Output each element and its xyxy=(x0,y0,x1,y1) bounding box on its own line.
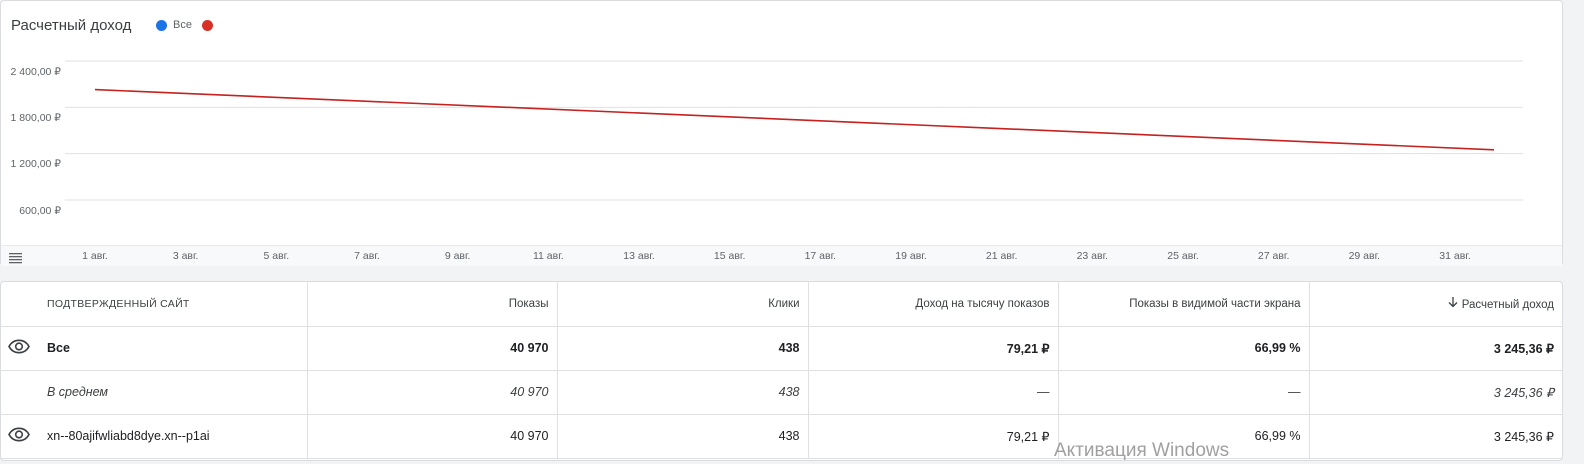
row-impressions: 40 970 xyxy=(307,414,558,459)
report-table-card: ПОДТВЕРЖДЕННЫЙ САЙТ Показы Клики Доход н… xyxy=(0,281,1563,461)
row-viewable: — xyxy=(1058,370,1310,415)
x-tick-label: 31 авг. xyxy=(1439,250,1471,262)
legend-item-all[interactable]: Все xyxy=(156,19,192,31)
x-tick-label: 27 авг. xyxy=(1257,250,1290,262)
x-tick-label: 9 авг. xyxy=(444,250,471,262)
x-tick-label: 17 авг. xyxy=(804,250,837,262)
row-site-label: Все xyxy=(47,341,70,355)
row-revenue: 3 245,36 ₽ xyxy=(1309,326,1562,371)
x-tick-label: 1 авг. xyxy=(82,250,108,262)
chart-card: Расчетный доход Все 2 400,00 ₽ 1 800,00 … xyxy=(0,0,1563,266)
eye-icon[interactable] xyxy=(8,427,30,445)
x-axis-band xyxy=(1,245,1562,266)
x-tick-label: 3 авг. xyxy=(172,250,199,262)
x-tick-label: 23 авг. xyxy=(1076,250,1109,262)
x-tick-label: 15 авг. xyxy=(713,250,746,262)
row-rpm: 79,21 ₽ xyxy=(808,326,1059,371)
header-site[interactable]: ПОДТВЕРЖДЕННЫЙ САЙТ xyxy=(1,282,308,327)
report-table: ПОДТВЕРЖДЕННЫЙ САЙТ Показы Клики Доход н… xyxy=(1,282,1562,459)
row-rpm: 79,21 ₽ xyxy=(808,414,1059,459)
series-line-0 xyxy=(94,88,1495,151)
row-revenue: 3 245,36 ₽ xyxy=(1309,370,1562,415)
row-impressions: 40 970 xyxy=(307,326,558,371)
chart-title: Расчетный доход xyxy=(11,17,132,34)
row-clicks: 438 xyxy=(557,326,809,371)
header-impressions[interactable]: Показы xyxy=(307,282,558,327)
header-revenue-label: Расчетный доход xyxy=(1461,298,1554,311)
windows-activation-watermark: Активация Windows xyxy=(1054,440,1230,461)
header-revenue[interactable]: Расчетный доход xyxy=(1309,282,1562,327)
menu-icon[interactable] xyxy=(9,252,23,264)
x-tick-label: 29 авг. xyxy=(1348,250,1381,262)
table-row: Все 40 970 438 79,21 ₽ 66,99 % 3 245,36 … xyxy=(1,326,1562,371)
y-tick-3: 600,00 ₽ xyxy=(19,205,61,217)
eye-icon[interactable] xyxy=(8,339,30,357)
row-rpm: — xyxy=(808,370,1059,415)
row-impressions: 40 970 xyxy=(307,370,558,415)
row-site: xn--80ajifwliabd8dye.xn--p1ai xyxy=(1,414,308,459)
line-chart xyxy=(65,60,1523,201)
table-header-row: ПОДТВЕРЖДЕННЫЙ САЙТ Показы Клики Доход н… xyxy=(1,282,1562,327)
row-site: Все xyxy=(1,326,308,371)
y-tick-0: 2 400,00 ₽ xyxy=(10,66,61,78)
row-site-label: В среднем xyxy=(1,370,308,415)
row-clicks: 438 xyxy=(557,370,809,415)
row-revenue: 3 245,36 ₽ xyxy=(1309,414,1562,459)
x-tick-label: 19 авг. xyxy=(895,250,927,262)
x-tick-label: 25 авг. xyxy=(1167,250,1199,262)
table-row-average: В среднем 40 970 438 — — 3 245,36 ₽ xyxy=(1,370,1562,415)
y-tick-2: 1 200,00 ₽ xyxy=(10,158,61,170)
legend-dot-red xyxy=(201,19,213,31)
x-tick-label: 11 авг. xyxy=(532,250,564,262)
header-rpm[interactable]: Доход на тысячу показов xyxy=(808,282,1059,327)
y-tick-1: 1 800,00 ₽ xyxy=(10,112,61,124)
header-clicks[interactable]: Клики xyxy=(557,282,809,327)
legend-label-all: Все xyxy=(173,19,192,31)
row-clicks: 438 xyxy=(557,414,809,459)
row-viewable: 66,99 % xyxy=(1058,414,1310,459)
header-viewable[interactable]: Показы в видимой части экрана xyxy=(1058,282,1310,327)
chart-legend: Все xyxy=(156,19,223,31)
legend-item-red[interactable] xyxy=(201,19,213,31)
x-tick-label: 7 авг. xyxy=(354,250,380,262)
x-tick-label: 13 авг. xyxy=(623,250,655,262)
legend-dot-blue xyxy=(156,19,167,31)
x-tick-label: 21 авг. xyxy=(985,250,1018,262)
row-site-label: xn--80ajifwliabd8dye.xn--p1ai xyxy=(47,429,210,443)
x-tick-label: 5 авг. xyxy=(263,250,290,262)
row-viewable: 66,99 % xyxy=(1058,326,1310,371)
table-row: xn--80ajifwliabd8dye.xn--p1ai 40 970 438… xyxy=(1,414,1562,459)
arrow-down-icon xyxy=(1448,296,1458,311)
